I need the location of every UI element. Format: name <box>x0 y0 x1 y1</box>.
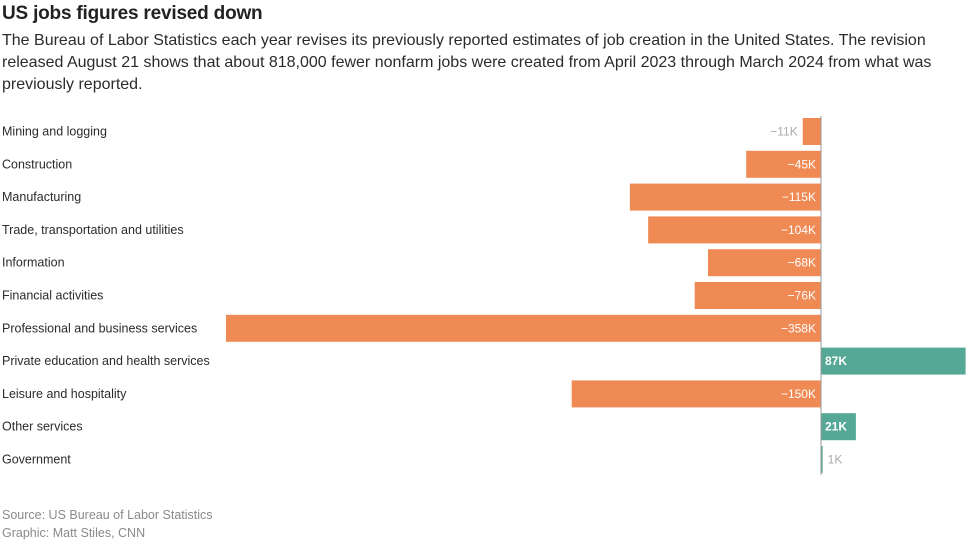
bar <box>694 282 821 309</box>
source-note: Source: US Bureau of Labor Statistics <box>2 508 213 522</box>
bar <box>648 216 821 244</box>
bar <box>571 380 821 408</box>
chart-subtitle: The Bureau of Labor Statistics each year… <box>2 32 932 93</box>
category-label: Manufacturing <box>2 190 81 204</box>
value-label: −76K <box>788 289 816 303</box>
bar <box>629 183 821 211</box>
bar <box>821 413 856 441</box>
value-label: −358K <box>781 321 816 335</box>
bar <box>821 347 966 375</box>
value-label: 21K <box>825 420 847 434</box>
category-label: Construction <box>2 157 72 171</box>
category-label: Trade, transportation and utilities <box>2 223 184 237</box>
bar <box>821 446 823 473</box>
category-label: Mining and logging <box>2 125 107 139</box>
category-label: Leisure and hospitality <box>2 387 127 401</box>
bar <box>802 118 821 145</box>
bar <box>746 150 821 178</box>
category-label: Information <box>2 256 65 270</box>
category-label: Financial activities <box>2 289 103 303</box>
value-label: −104K <box>781 223 816 237</box>
value-label: −11K <box>770 125 797 139</box>
bar-chart: Mining and logging −11K Construction −45K Ma… <box>2 116 966 475</box>
category-label: Professional and business services <box>2 321 197 335</box>
value-label: −150K <box>781 387 816 401</box>
category-label: Government <box>2 453 71 467</box>
value-label: 1K <box>828 453 843 467</box>
category-label: Private education and health services <box>2 354 210 368</box>
credit-note: Graphic: Matt Stiles, CNN <box>2 526 146 540</box>
value-label: 87K <box>825 354 847 368</box>
chart-title: US jobs figures revised down <box>2 3 263 24</box>
value-label: −45K <box>788 157 816 171</box>
value-label: −115K <box>782 190 816 204</box>
category-label: Other services <box>2 420 83 434</box>
value-label: −68K <box>788 256 816 270</box>
bar <box>226 314 821 342</box>
bar <box>707 249 821 277</box>
